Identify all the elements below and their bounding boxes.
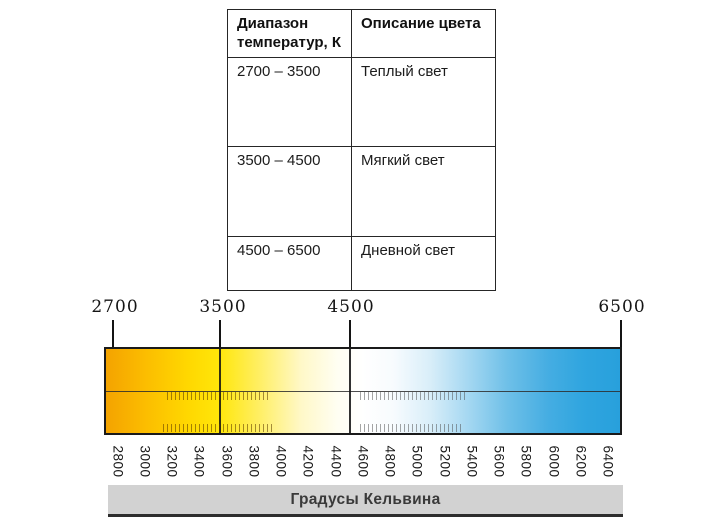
header-temperature-range: Диапазон температур, К xyxy=(227,9,352,58)
gradient-divider-4500 xyxy=(349,349,351,433)
kelvin-axis-title-bar: Градусы Кельвина xyxy=(108,485,623,517)
temperature-table: Диапазон температур, К Описание цвета 27… xyxy=(227,9,496,291)
kelvin-tick-label: 6400 xyxy=(600,444,616,478)
gradient-divider-3500 xyxy=(219,349,221,433)
table-row: 2700 – 3500 Теплый свет xyxy=(227,56,496,147)
scale-tick-4500 xyxy=(349,320,351,347)
scale-tick-6500 xyxy=(620,320,622,347)
description-cell: Мягкий свет xyxy=(351,145,496,237)
range-cell: 3500 – 4500 xyxy=(227,145,352,237)
scale-label-4500: 4500 xyxy=(327,297,375,317)
kelvin-axis-title: Градусы Кельвина xyxy=(290,490,441,508)
temperature-gradient-bar xyxy=(104,347,622,435)
table-row: 4500 – 6500 Дневной свет xyxy=(227,235,496,291)
header-color-description: Описание цвета xyxy=(351,9,496,58)
watermark-hatch xyxy=(167,392,270,400)
table-row: 3500 – 4500 Мягкий свет xyxy=(227,145,496,237)
scale-label-6500: 6500 xyxy=(598,297,646,317)
scale-label-3500: 3500 xyxy=(199,297,247,317)
watermark-hatch xyxy=(163,424,272,432)
gradient-midline xyxy=(106,391,620,392)
scale-tick-3500 xyxy=(219,320,221,347)
description-cell: Дневной свет xyxy=(351,235,496,291)
scale-label-2700: 2700 xyxy=(91,297,139,317)
table-header-row: Диапазон температур, К Описание цвета xyxy=(227,9,496,58)
range-cell: 4500 – 6500 xyxy=(227,235,352,291)
description-cell: Теплый свет xyxy=(351,56,496,147)
range-cell: 2700 – 3500 xyxy=(227,56,352,147)
watermark-hatch xyxy=(360,392,465,400)
watermark-hatch xyxy=(360,424,463,432)
scale-tick-2700 xyxy=(112,320,114,347)
